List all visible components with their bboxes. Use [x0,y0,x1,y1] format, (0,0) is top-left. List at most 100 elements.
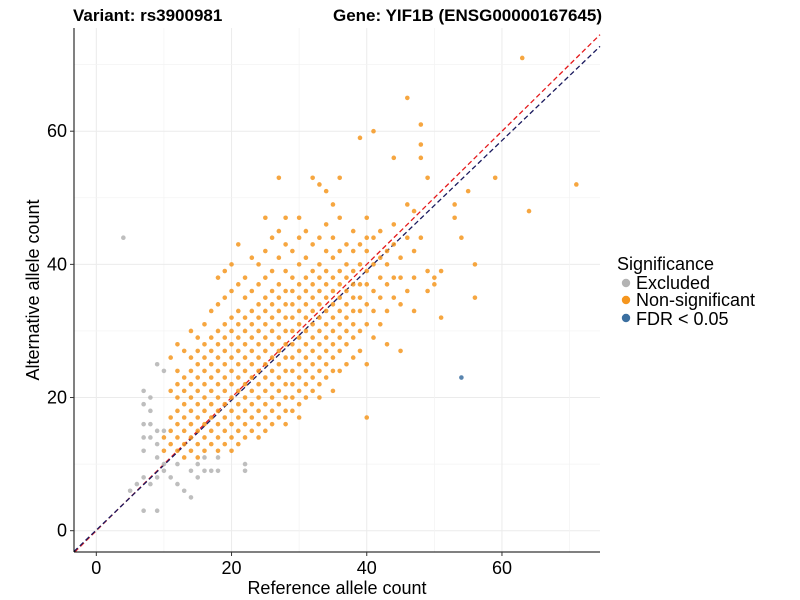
point-non-significant-30 [188,355,194,360]
point-non-significant-312 [350,335,356,340]
point-non-significant-288 [330,255,336,261]
point-non-significant-265 [317,235,322,241]
point-non-significant-340 [371,262,376,267]
point-non-significant-130 [249,348,255,354]
point-non-significant-204 [290,408,295,414]
reference-lines [73,34,601,553]
point-excluded-24 [161,368,167,374]
point-non-significant-144 [256,328,261,334]
point-non-significant-1 [161,435,167,440]
point-non-significant-155 [263,348,268,354]
point-excluded-31 [195,475,201,480]
point-non-significant-74 [222,441,228,447]
point-non-significant-82 [222,335,228,340]
point-excluded-14 [148,395,153,400]
point-non-significant-32 [195,455,201,460]
point-non-significant-221 [296,348,302,354]
point-non-significant-64 [215,421,221,427]
point-non-significant-308 [344,275,349,280]
point-non-significant-205 [290,395,295,400]
point-non-significant-223 [296,321,302,327]
x-tick-label-40: 40 [357,558,377,578]
point-excluded-12 [148,421,153,427]
point-non-significant-196 [283,341,288,347]
point-non-significant-38 [195,375,201,380]
point-non-significant-212 [290,302,295,307]
point-non-significant-135 [249,255,255,261]
point-non-significant-349 [384,308,390,314]
point-non-significant-356 [391,222,397,227]
point-non-significant-190 [283,421,288,427]
point-non-significant-106 [235,348,241,354]
point-non-significant-382 [452,215,457,221]
point-non-significant-388 [519,55,525,61]
point-excluded-2 [134,481,140,487]
point-excluded-9 [141,388,146,394]
point-non-significant-364 [405,202,410,207]
point-non-significant-358 [398,348,403,354]
point-non-significant-104 [235,375,241,380]
point-non-significant-98 [229,262,234,267]
point-non-significant-108 [235,321,241,327]
point-non-significant-192 [283,395,288,400]
point-non-significant-374 [425,288,430,294]
point-non-significant-33 [195,441,201,447]
point-non-significant-0 [161,448,167,454]
point-non-significant-234 [303,341,309,347]
point-non-significant-42 [202,448,207,454]
point-excluded-23 [161,428,167,434]
point-non-significant-258 [317,341,322,347]
point-non-significant-328 [364,415,370,420]
point-excluded-17 [154,455,160,460]
point-non-significant-53 [208,428,214,434]
legend-marker-non-significant [621,295,631,305]
point-non-significant-300 [337,215,343,221]
point-excluded-13 [148,408,153,414]
point-non-significant-59 [208,348,214,354]
point-excluded-34 [202,455,207,460]
point-non-significant-210 [290,328,295,334]
point-non-significant-68 [215,368,221,374]
point-non-significant-50 [202,341,207,347]
point-non-significant-242 [310,388,315,394]
point-non-significant-259 [317,328,322,334]
point-non-significant-9 [175,421,180,427]
point-non-significant-16 [181,441,187,447]
point-excluded-37 [215,455,221,460]
point-non-significant-184 [276,308,282,314]
point-non-significant-185 [276,295,282,300]
point-non-significant-268 [323,361,329,367]
point-non-significant-186 [276,282,282,287]
chart-title-gene: Gene: YIF1B (ENSG00000167645) [333,6,602,25]
point-non-significant-251 [310,268,315,274]
point-non-significant-282 [330,341,336,347]
point-non-significant-182 [276,335,282,340]
point-non-significant-296 [337,295,343,300]
point-non-significant-140 [256,381,261,387]
point-non-significant-253 [310,175,315,181]
point-non-significant-46 [202,395,207,400]
point-excluded-35 [208,468,214,474]
point-non-significant-131 [249,335,255,340]
point-non-significant-380 [438,268,444,274]
point-non-significant-139 [256,395,261,400]
point-non-significant-299 [337,248,343,254]
point-non-significant-287 [330,275,336,280]
point-non-significant-244 [310,361,315,367]
point-non-significant-19 [181,401,187,407]
point-non-significant-159 [263,295,268,300]
point-non-significant-105 [235,361,241,367]
point-non-significant-21 [181,375,187,380]
point-non-significant-41 [195,335,201,340]
point-non-significant-355 [391,242,397,247]
point-excluded-3 [141,508,146,514]
point-excluded-5 [141,448,146,454]
point-non-significant-181 [276,348,282,354]
point-non-significant-277 [323,222,329,227]
point-non-significant-85 [222,268,228,274]
point-non-significant-250 [310,282,315,287]
point-excluded-29 [188,495,194,500]
legend-label-non-significant: Non-significant [636,290,755,310]
point-non-significant-10 [175,408,180,414]
point-excluded-7 [141,421,146,427]
